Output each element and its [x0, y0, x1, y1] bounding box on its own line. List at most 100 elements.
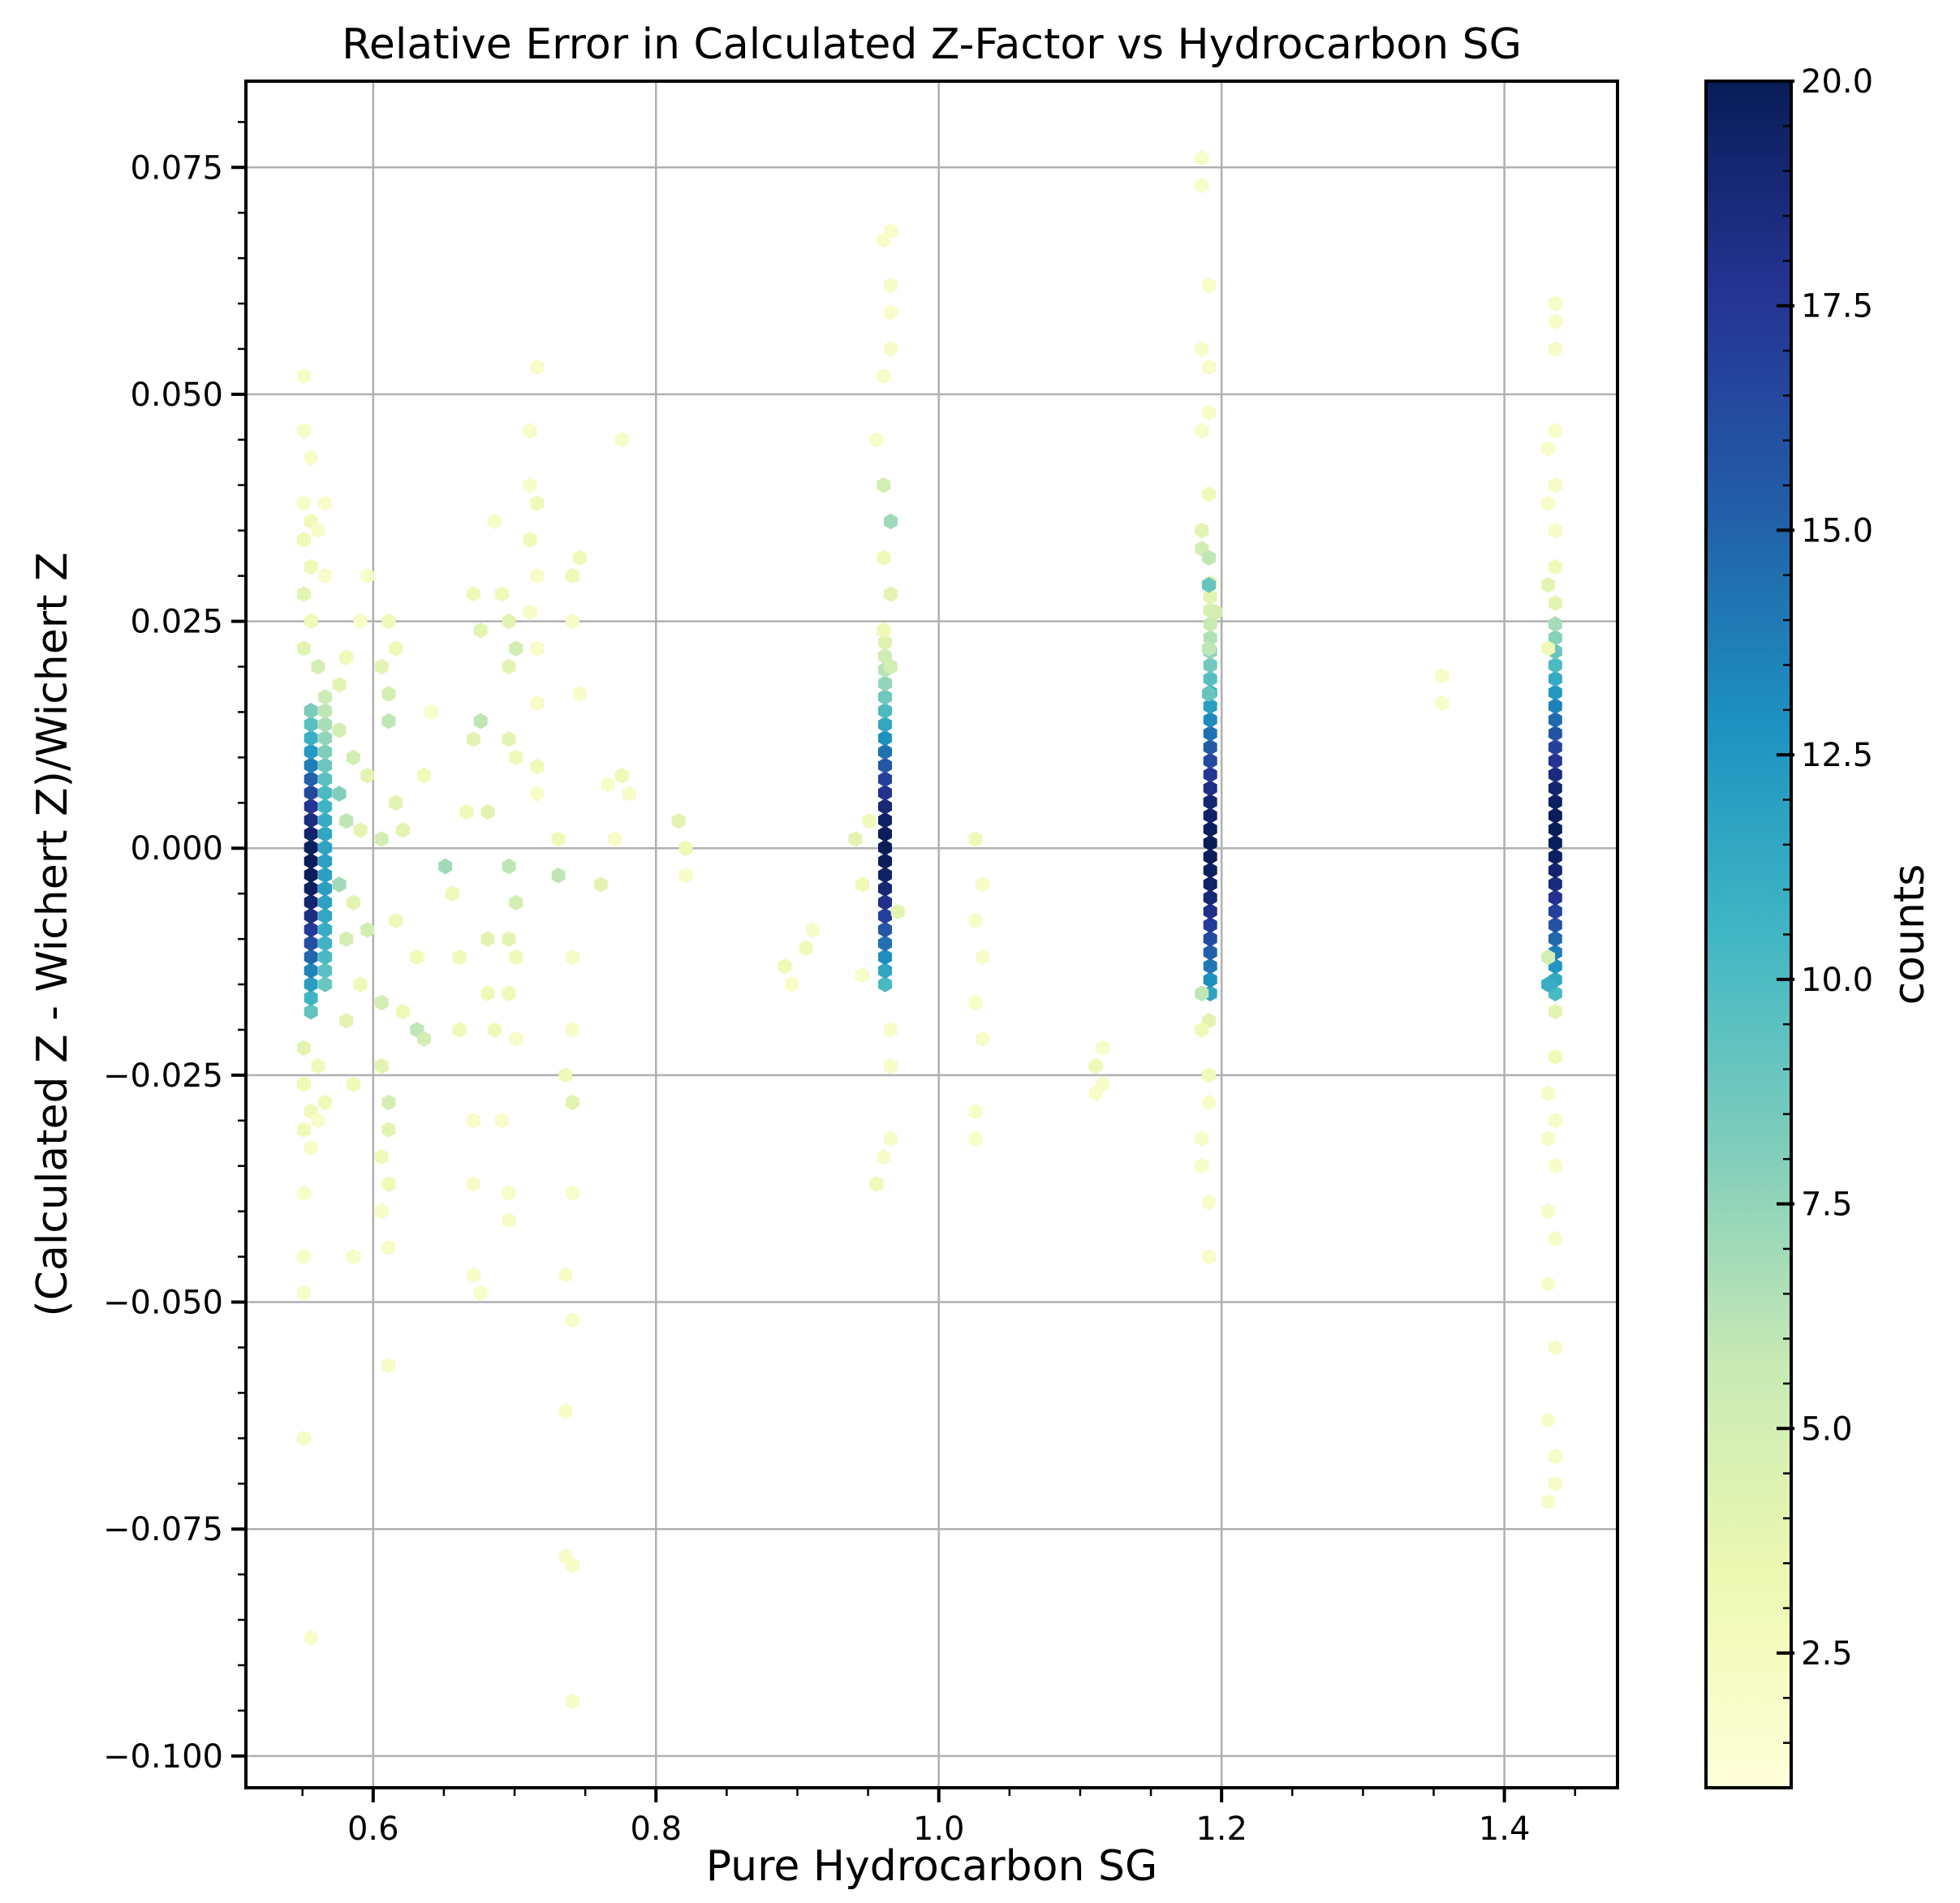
hexbin-cell	[1435, 695, 1450, 712]
hexbin-cell	[304, 976, 318, 992]
hexbin-cell	[488, 1022, 502, 1038]
hexbin-cell	[502, 731, 516, 747]
y-tick-label: 0.075	[130, 149, 223, 187]
hexbin-cell	[976, 1031, 990, 1047]
hexbin-cell	[346, 1076, 360, 1092]
hexbin-cell	[1203, 739, 1217, 756]
hexbin-cell	[1548, 862, 1562, 879]
hexbin-cell	[878, 962, 892, 979]
hexbin-cell	[360, 922, 375, 938]
hexbin-cell	[1195, 150, 1209, 166]
hexbin-cell	[878, 634, 892, 651]
hexbin-cell	[353, 613, 368, 630]
hexbin-cell	[318, 785, 333, 801]
hexbin-cell	[467, 1176, 480, 1192]
hexbin-cell	[318, 921, 333, 938]
y-tick-label: −0.075	[103, 1511, 223, 1548]
hexbin-cell	[318, 703, 333, 719]
hexbin-cell	[1202, 1067, 1216, 1083]
hexbin-cell	[878, 894, 892, 911]
y-tick-label: 0.000	[130, 830, 223, 868]
hexbin-cell	[304, 613, 318, 630]
hexbin-cell	[1548, 522, 1562, 539]
hexbin-cell	[502, 1185, 516, 1202]
colorbar-gradient	[1704, 80, 1793, 1789]
hexbin-cell	[480, 985, 495, 1001]
hexbin-cell	[1548, 295, 1562, 312]
hexbin-cell	[1195, 522, 1209, 539]
hexbin-cells	[296, 150, 1562, 1710]
hexbin-cell	[339, 931, 354, 947]
hexbin-cell	[884, 1022, 898, 1038]
y-tick-label: −0.025	[103, 1057, 223, 1095]
hexbin-cell	[1202, 1094, 1216, 1111]
hexbin-cell	[395, 1003, 410, 1020]
hexbin-cell	[374, 994, 389, 1011]
hexbin-cell	[1203, 712, 1217, 728]
hexbin-cell	[509, 894, 523, 911]
hexbin-cell	[502, 613, 516, 630]
hexbin-cell	[1203, 616, 1217, 632]
hexbin-cell	[558, 1067, 573, 1083]
hexbin-cell	[1203, 780, 1217, 797]
hexbin-cell	[304, 1003, 318, 1020]
hexbin-cell	[593, 876, 608, 893]
hexbin-cell	[318, 962, 333, 979]
hexbin-cell	[523, 532, 537, 548]
hexbin-cell	[1202, 277, 1216, 294]
hexbin-cell	[878, 812, 892, 829]
hexbin-cell	[381, 1122, 396, 1138]
hexbin-cell	[1548, 712, 1562, 728]
hexbin-cell	[1548, 670, 1562, 687]
hexbin-cell	[1548, 616, 1562, 632]
hexbin-cell	[1203, 848, 1217, 865]
colorbar-tick-label: 7.5	[1801, 1186, 1853, 1224]
hexbin-cell	[523, 422, 537, 439]
hexbin-cell	[459, 803, 474, 820]
hexbin-cell	[296, 586, 311, 602]
hexbin-cell	[311, 658, 325, 675]
hexbin-cell	[296, 1040, 311, 1057]
hexbin-cell	[1203, 889, 1217, 906]
colorbar-tick-label: 20.0	[1801, 63, 1873, 101]
hexbin-cell	[381, 613, 396, 630]
y-axis: 0.075 0.050 0.025 0.000 −0.025 −0.050 −0.075 −0…	[103, 121, 246, 1776]
hexbin-cell	[877, 1148, 891, 1165]
hexbin-cell	[318, 825, 333, 842]
hexbin-cell	[566, 1693, 579, 1710]
hexbin-cell	[877, 368, 891, 385]
hexbin-cell	[878, 703, 892, 719]
hexbin-cell	[304, 853, 318, 869]
hexbin-cell	[424, 704, 438, 721]
hexbin-cell	[304, 989, 318, 1006]
hexbin-cell	[1541, 640, 1556, 657]
hexbin-cell	[304, 825, 318, 842]
hexbin-cell	[778, 958, 792, 975]
hexbin-cell	[530, 567, 545, 584]
hexbin-cell	[1203, 588, 1217, 605]
hexbin-cell	[1541, 577, 1556, 593]
hexbin-cell	[1203, 862, 1217, 879]
hexbin-cell	[1541, 1203, 1556, 1220]
hexbin-cell	[884, 1130, 898, 1147]
y-tick-label: −0.100	[103, 1738, 223, 1776]
hexbin-cell	[566, 1185, 579, 1202]
hexbin-cell	[381, 1094, 396, 1111]
hexbin-cell	[374, 1057, 389, 1074]
hexbin-cell	[1203, 917, 1217, 933]
hexbin-cell	[566, 1557, 579, 1574]
hexbin-cell	[1203, 821, 1217, 837]
hexbin-cell	[530, 359, 545, 376]
hexbin-cell	[1548, 931, 1562, 947]
hexbin-cell	[339, 812, 354, 829]
hexbin-cell	[1548, 1003, 1562, 1020]
x-tick-label: 0.6	[347, 1810, 399, 1848]
hexbin-cell	[884, 658, 898, 675]
hexbin-cell	[304, 921, 318, 938]
hexbin-cell	[304, 771, 318, 787]
hexbin-cell	[473, 713, 488, 730]
x-tick-label: 1.4	[1479, 1810, 1531, 1848]
hexbin-cell	[296, 495, 311, 511]
hexbin-cell	[884, 222, 898, 239]
hexbin-cell	[968, 994, 983, 1011]
